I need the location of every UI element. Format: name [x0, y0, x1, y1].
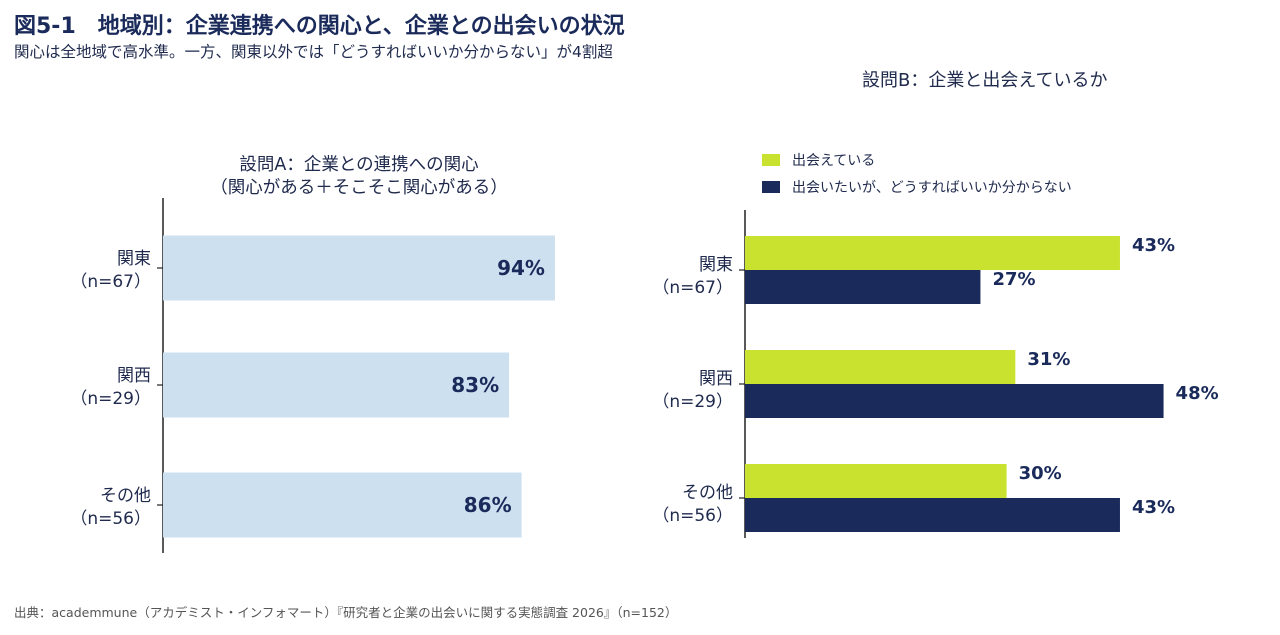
chart-b-category-label-kansai: 関西: [699, 369, 733, 389]
legend-swatch-want-to-meet: [762, 181, 780, 193]
chart-b-category-n-other: （n=56）: [652, 506, 733, 526]
chart-b-category-label-other: その他: [682, 483, 733, 503]
chart-a-value-label-other: 86%: [464, 493, 512, 517]
chart-b-value-label-met-other: 30%: [1019, 463, 1062, 484]
chart-b-bar-want-to-meet-kansai: [745, 384, 1164, 418]
chart-a-bar-other: [163, 472, 522, 538]
chart-a-value-label-kansai: 83%: [451, 373, 499, 397]
chart-a-value-label-kanto: 94%: [497, 256, 545, 280]
chart-b-bar-want-to-meet-kanto: [745, 270, 981, 304]
chart-b-category-label-kanto: 関東: [699, 255, 733, 275]
chart-b-value-label-want-to-meet-kanto: 27%: [992, 269, 1035, 290]
chart-a-bar-kanto: [163, 235, 555, 301]
chart-a-bar-kansai: [163, 352, 510, 418]
chart-a-category-label-kanto: 関東: [117, 249, 151, 269]
chart-b-bar-met-other: [745, 464, 1007, 498]
chart-b-value-label-met-kansai: 31%: [1027, 349, 1070, 370]
chart-b-category-n-kansai: （n=29）: [652, 392, 733, 412]
legend-item-met: 出会えている: [762, 150, 875, 170]
chart-b-bar-met-kanto: [745, 236, 1120, 270]
chart-b-title: 設問B：企業と出会えているか: [862, 70, 1108, 91]
chart-b-bar-met-kansai: [745, 350, 1016, 384]
legend-swatch-met: [762, 154, 780, 166]
legend-item-want-to-meet: 出会いたいが、どうすればいいか分からない: [762, 177, 1072, 197]
figure-title: 図5-1 地域別：企業連携への関心と、企業との出会いの状況: [14, 14, 625, 39]
chart-a-category-n-kanto: （n=67）: [70, 272, 151, 292]
figure-subtitle: 関心は全地域で高水準。一方、関東以外では「どうすればいいか分からない」が4割超: [14, 43, 613, 61]
chart-b-value-label-want-to-meet-other: 43%: [1132, 497, 1175, 518]
legend-label-met: 出会えている: [792, 153, 876, 169]
chart-a-category-label-kansai: 関西: [117, 366, 151, 386]
chart-b-bar-want-to-meet-other: [745, 498, 1120, 532]
chart-b-value-label-met-kanto: 43%: [1132, 235, 1175, 256]
chart-a-category-n-kansai: （n=29）: [70, 389, 151, 409]
source-note: 出典：academmune（アカデミスト・インフォマート）『研究者と企業の出会い…: [14, 605, 678, 620]
chart-a-title-line-1: 設問A：企業との連携への関心: [239, 155, 479, 175]
chart-a-category-label-other: その他: [100, 486, 151, 506]
chart-a-category-n-other: （n=56）: [70, 509, 151, 529]
chart-a-title-line-2: （関心がある＋そこそこ関心がある）: [210, 178, 508, 198]
legend-label-want-to-meet: 出会いたいが、どうすればいいか分からない: [792, 180, 1072, 196]
chart-b-value-label-want-to-meet-kansai: 48%: [1176, 383, 1219, 404]
chart-b-category-n-kanto: （n=67）: [652, 278, 733, 298]
